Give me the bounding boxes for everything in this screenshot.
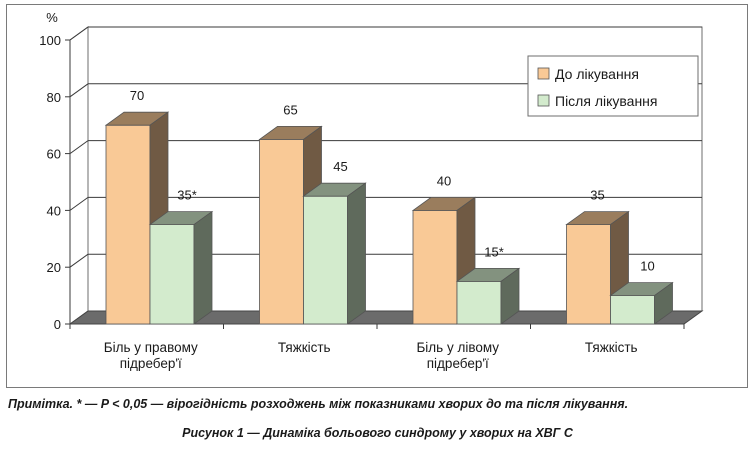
legend-swatch xyxy=(537,67,550,80)
y-tick-label: 100 xyxy=(39,33,61,48)
bar-data-label: 70 xyxy=(130,88,144,103)
legend-label: Після лікування xyxy=(555,93,657,109)
bar-data-label: 35 xyxy=(590,188,604,203)
y-tick-label: 80 xyxy=(47,90,61,105)
gridline-side xyxy=(69,253,89,268)
x-category-label: підребер'ї xyxy=(120,356,182,371)
bar xyxy=(610,295,655,325)
y-tick-label: 0 xyxy=(54,317,61,332)
legend-swatch xyxy=(537,94,550,107)
bar-data-label: 15* xyxy=(484,244,504,259)
chart-frame xyxy=(6,4,748,388)
bar xyxy=(149,224,195,325)
bar-data-label: 35* xyxy=(177,188,197,203)
bar-side xyxy=(500,267,520,325)
bar xyxy=(412,209,458,325)
bar-data-label: 10 xyxy=(640,259,654,274)
legend-box xyxy=(527,55,699,117)
legend-label: До лікування xyxy=(555,66,639,82)
bar-side xyxy=(193,210,213,325)
y-tick-label: 60 xyxy=(47,147,61,162)
bar-data-label: 45 xyxy=(333,159,347,174)
x-category-label: Тяжкість xyxy=(278,340,331,355)
x-category-label: Біль у лівому xyxy=(416,340,499,355)
gridline-side xyxy=(69,83,89,98)
bar-data-label: 40 xyxy=(437,173,451,188)
gridline-side xyxy=(69,26,89,41)
bar xyxy=(566,224,611,325)
y-tick-label: 20 xyxy=(47,260,61,275)
figure-caption: Рисунок 1 — Динаміка больового синдрому … xyxy=(182,426,573,440)
y-unit-label: % xyxy=(46,10,58,25)
bar-side xyxy=(347,182,366,325)
x-category-label: Біль у правому xyxy=(104,340,198,355)
gridline-side xyxy=(69,140,89,155)
bar-data-label: 65 xyxy=(283,102,297,117)
bar-side xyxy=(654,281,673,325)
y-tick-label: 40 xyxy=(47,203,61,218)
x-category-label: Тяжкість xyxy=(585,340,638,355)
bar xyxy=(105,124,151,325)
bar xyxy=(303,195,348,325)
chart-note: Примітка. * — P < 0,05 — вірогідність ро… xyxy=(8,397,629,411)
bar xyxy=(259,138,304,325)
bar xyxy=(456,280,502,325)
gridline-side xyxy=(69,196,89,211)
x-category-label: підребер'ї xyxy=(427,356,489,371)
left-wall xyxy=(69,26,89,325)
